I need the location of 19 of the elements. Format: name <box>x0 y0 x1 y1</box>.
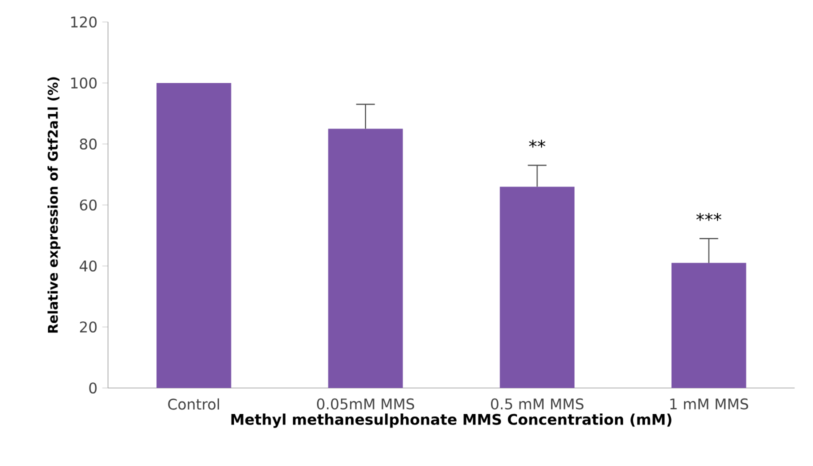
y-tick-label: 20 <box>80 321 97 333</box>
annotation: ** <box>529 140 546 148</box>
x-tick-label: 0.5 mM MMS <box>491 398 584 410</box>
annotation: *** <box>696 212 722 221</box>
y-tick-label: 100 <box>71 77 97 89</box>
y-tick-label: 60 <box>80 199 97 211</box>
x-axis-title: Methyl methanesulphonate MMS Concentration (mM) <box>231 414 672 428</box>
bar <box>500 186 575 388</box>
x-tick-label: 1 mM MMS <box>670 398 748 410</box>
x-tick-label: 0.05mM MMS <box>317 398 414 410</box>
bar <box>328 128 403 388</box>
bar <box>156 82 232 388</box>
y-tick-label: 120 <box>71 16 97 28</box>
bar <box>672 262 746 388</box>
y-tick-label: 80 <box>80 138 97 150</box>
y-tick-label: 0 <box>89 382 97 394</box>
x-tick-label: Control <box>168 398 219 410</box>
y-tick-label: 40 <box>80 260 97 272</box>
y-axis-title: Relative expression of Gtf2a1l (%) <box>48 77 60 333</box>
